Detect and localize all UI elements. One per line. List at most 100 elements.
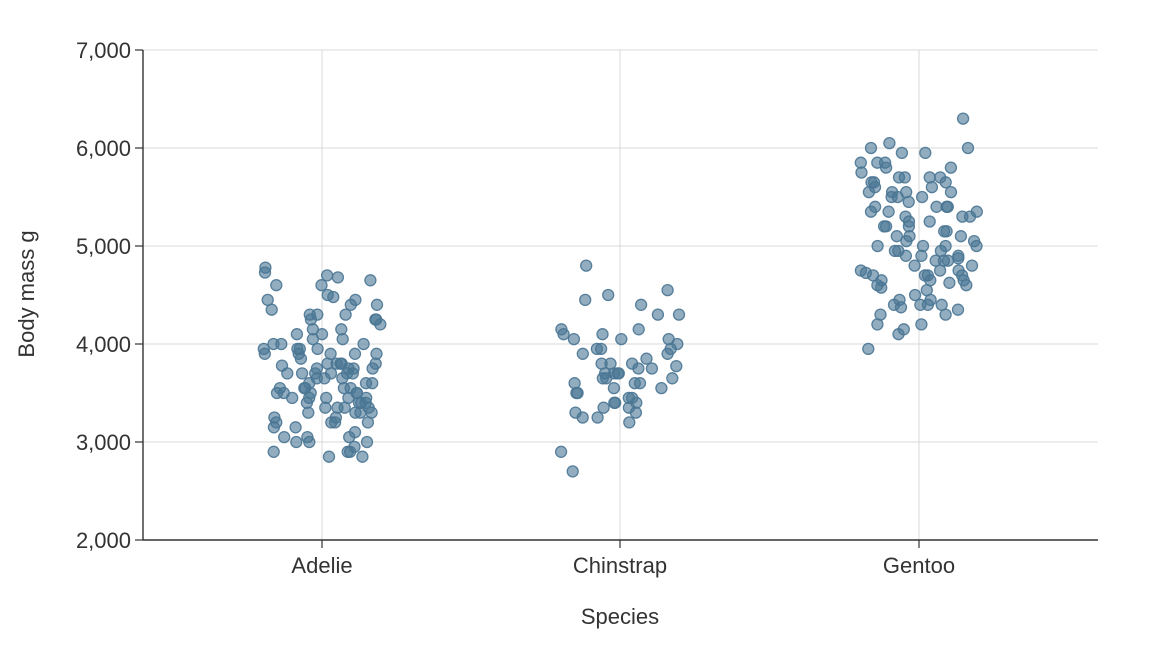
data-point <box>640 352 653 365</box>
data-point <box>944 185 958 199</box>
data-point <box>265 303 278 316</box>
data-point <box>337 381 351 395</box>
data-point <box>567 332 581 346</box>
y-tick-label: 7,000 <box>76 38 131 63</box>
data-point <box>348 347 362 360</box>
y-tick-label: 3,000 <box>76 430 131 455</box>
data-point <box>944 161 958 174</box>
data-point <box>892 328 905 341</box>
data-point <box>915 190 929 204</box>
data-point <box>890 230 903 243</box>
data-point <box>661 347 674 360</box>
data-point <box>891 190 904 204</box>
data-point <box>322 450 336 463</box>
data-point <box>290 328 304 341</box>
data-point <box>594 342 608 356</box>
data-point <box>281 367 294 380</box>
data-point <box>258 266 272 279</box>
data-point <box>655 381 668 395</box>
data-point <box>290 435 303 449</box>
data-point <box>954 230 968 243</box>
data-point <box>294 352 308 365</box>
data-point <box>877 220 891 233</box>
y-tick-label: 6,000 <box>76 136 131 161</box>
data-point <box>871 239 884 253</box>
data-point <box>306 332 320 346</box>
data-point <box>579 293 592 307</box>
data-point <box>883 136 896 150</box>
data-point <box>331 401 344 414</box>
data-point <box>952 252 965 265</box>
data-point <box>343 430 356 444</box>
data-point <box>295 367 309 380</box>
data-point <box>902 195 915 209</box>
x-axis-title: Species <box>581 604 659 629</box>
data-point <box>921 298 935 311</box>
data-point <box>600 372 613 385</box>
data-point <box>370 298 384 311</box>
data-point <box>336 372 349 385</box>
data-point <box>672 308 686 321</box>
data-point <box>331 271 345 284</box>
data-point <box>651 308 665 321</box>
x-tick-label: Gentoo <box>883 553 955 578</box>
data-point <box>554 445 568 458</box>
data-point <box>629 406 643 419</box>
data-point <box>919 146 932 160</box>
data-point <box>961 141 975 155</box>
data-point <box>602 288 615 302</box>
data-point <box>327 290 340 304</box>
data-point <box>898 171 911 184</box>
data-point <box>915 318 928 331</box>
grid <box>143 49 1098 540</box>
data-point <box>319 401 332 414</box>
data-point <box>607 381 621 395</box>
data-point <box>864 205 878 218</box>
data-point <box>566 465 579 478</box>
data-point <box>570 386 583 400</box>
data-point <box>303 435 316 449</box>
data-point <box>366 377 379 390</box>
data-point <box>855 166 868 179</box>
data-point <box>943 276 956 289</box>
data-point <box>609 396 622 409</box>
data-point <box>258 347 271 360</box>
data-points <box>257 112 983 478</box>
data-point <box>576 347 589 360</box>
data-point <box>339 308 352 321</box>
data-point <box>361 416 375 429</box>
data-point <box>315 279 328 292</box>
data-point <box>615 332 628 346</box>
data-point <box>267 445 280 458</box>
data-point <box>374 318 387 331</box>
data-point <box>270 279 283 292</box>
data-point <box>557 328 570 341</box>
data-point <box>343 445 357 458</box>
data-point <box>916 239 930 253</box>
data-point <box>894 301 908 314</box>
data-point <box>645 362 659 375</box>
data-point <box>597 401 610 414</box>
data-point <box>311 342 324 356</box>
data-point <box>915 249 928 262</box>
data-point <box>634 298 648 311</box>
data-point <box>302 406 315 419</box>
data-point <box>965 259 979 272</box>
data-point <box>899 249 913 262</box>
data-point <box>939 176 952 189</box>
data-point <box>278 430 291 444</box>
data-point <box>364 274 377 287</box>
data-point <box>356 450 369 463</box>
data-point <box>576 411 589 424</box>
data-point <box>908 288 922 302</box>
data-point <box>318 372 331 385</box>
data-point <box>963 210 977 223</box>
data-point <box>882 205 895 218</box>
data-point <box>900 234 913 248</box>
data-point <box>596 328 609 341</box>
data-point <box>320 269 334 282</box>
data-point <box>270 386 284 400</box>
data-point <box>862 185 876 199</box>
